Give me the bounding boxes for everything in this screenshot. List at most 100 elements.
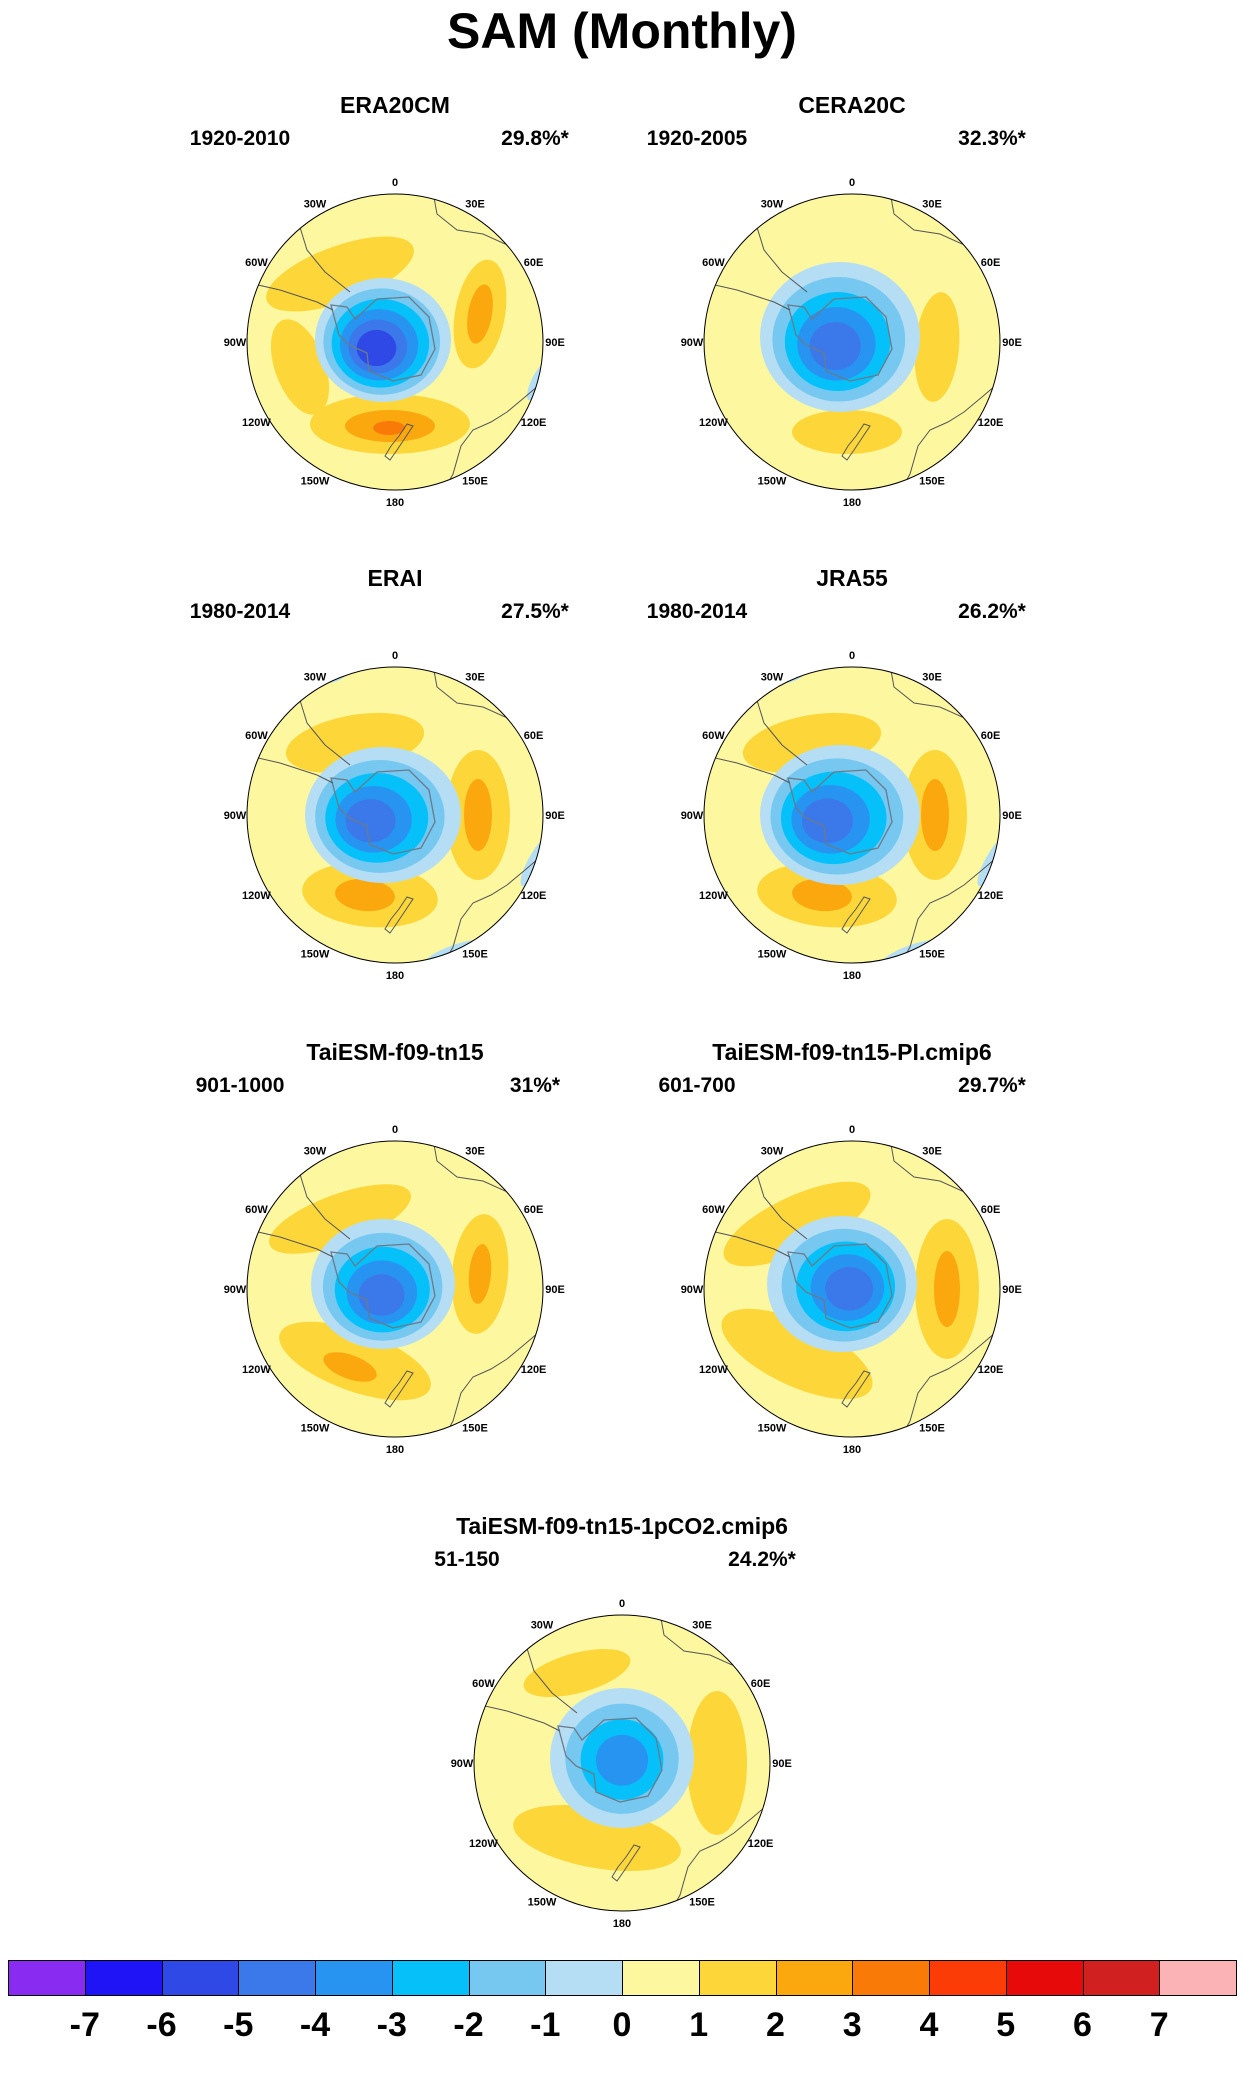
longitude-label: 60E [524,257,544,269]
positive-anomaly [266,236,414,312]
longitude-label: 150E [689,1897,715,1909]
longitude-label: 30W [761,1145,784,1157]
polar-map: 0 30E 60E 90E 120E 150E 180 150W 120W 90W 60W 30W [224,650,565,982]
longitude-label: 90E [545,337,565,349]
longitude-label: 150E [462,949,488,961]
negative-anomaly [358,1274,405,1316]
longitude-label: 150W [301,476,330,488]
longitude-label: 90W [224,337,247,349]
longitude-label: 90W [681,337,704,349]
negative-anomaly [595,1734,649,1786]
positive-anomaly [921,779,949,851]
longitude-label: 0 [392,650,398,662]
map-panel-taiesm-pi: TaiESM-f09-tn15-PI.cmip6 601-700 29.7%* … [622,1039,1082,1499]
negative-anomaly [356,329,397,367]
australia-coastline [442,379,543,490]
positive-anomaly [523,1649,631,1697]
longitude-label: 180 [386,497,404,509]
panel-title: CERA20C [798,92,906,118]
map-frame [703,193,1001,491]
longitude-label: 60W [702,1204,725,1216]
map-panel-cera20c: CERA20C 1920-2005 32.3%* 0 30E 60E 90E 120E 1… [622,92,1082,552]
colorbar-label: -3 [376,2006,407,2044]
polar-map: 0 30E 60E 90E 120E 150E 180 150W 120W 90W 60W 30W [681,177,1022,509]
panel-title: ERAI [367,565,423,591]
positive-anomaly [723,1181,871,1267]
colorbar-swatch [315,1960,393,1996]
longitude-label: 90W [681,810,704,822]
polar-map: 0 30E 60E 90E 120E 150E 180 150W 120W 90W 60W 30W [681,650,1022,982]
map-frame [473,1614,771,1912]
panel-period: 1980-2014 [646,600,748,623]
longitude-label: 180 [386,970,404,982]
longitude-label: 90W [681,1284,704,1296]
longitude-label: 180 [613,1918,631,1930]
colorbar-swatch [238,1960,316,1996]
longitude-label: 60W [702,730,725,742]
colorbar-swatch [84,1960,163,1996]
map-frame [703,1140,1001,1438]
longitude-label: 120W [699,890,728,902]
longitude-label: 30W [304,198,327,210]
longitude-label: 60W [245,1204,268,1216]
new-zealand-coastline [841,1370,871,1408]
longitude-label: 150E [919,1423,945,1435]
longitude-label: 30E [692,1619,712,1631]
colorbar-label: 4 [919,2006,939,2044]
colorbar-swatch [852,1960,930,1996]
negative-anomaly [801,798,854,844]
longitude-label: 60W [245,730,268,742]
longitude-label: 60W [472,1678,495,1690]
map-panel-jra55: JRA55 1980-2014 26.2%* 0 30E 60E 90E 120E 150… [622,565,1082,1025]
panel-title: TaiESM-f09-tn15-1pCO2.cmip6 [456,1513,788,1539]
colorbar-swatch [929,1960,1007,1996]
positive-anomaly [467,284,493,344]
colorbar-swatch [775,1960,854,1996]
positive-anomaly [934,1251,960,1327]
map-panel-era20cm: ERA20CM 1920-2010 29.8%* 0 30E 60E 90E 120E 1… [165,92,625,552]
colorbar-swatch [545,1960,623,1996]
colorbar-swatch [1159,1960,1237,1996]
longitude-label: 60E [981,1204,1001,1216]
longitude-label: 120W [242,890,271,902]
longitude-label: 120E [521,890,547,902]
positive-anomaly [721,1308,873,1400]
colorbar [8,1960,1237,1998]
panel-variance: 27.5%* [501,600,569,623]
colorbar-label: 7 [1149,2006,1169,2044]
colorbar-swatch [8,1960,86,1996]
longitude-label: 150W [301,1423,330,1435]
panel-variance: 32.3%* [958,127,1026,150]
panel-period: 1920-2005 [646,127,748,150]
new-zealand-coastline [384,896,414,934]
colorbar-label: 6 [1073,2006,1092,2044]
longitude-label: 30E [465,198,485,210]
longitude-label: 90E [1002,810,1022,822]
longitude-label: 30E [465,671,485,683]
longitude-label: 60E [981,257,1001,269]
positive-anomaly [468,1244,492,1304]
colorbar-swatch [1082,1960,1161,1996]
colorbar-swatch [468,1960,547,1996]
longitude-label: 90W [224,810,247,822]
longitude-label: 150W [528,1897,557,1909]
negative-anomaly [345,799,396,843]
new-zealand-coastline [384,1370,414,1408]
colorbar-label: 1 [689,2006,709,2044]
map-frame [246,666,544,964]
panel-period: 1980-2014 [189,600,291,623]
panel-variance: 31%* [509,1074,561,1097]
longitude-label: 120E [521,1364,547,1376]
panel-period: 601-700 [658,1074,736,1097]
longitude-label: 180 [843,1444,861,1456]
longitude-label: 30W [761,198,784,210]
positive-anomaly [792,410,902,454]
longitude-label: 0 [392,177,398,189]
panel-variance: 29.8%* [501,127,569,150]
colorbar-label: -6 [146,2006,177,2044]
longitude-label: 60E [981,730,1001,742]
longitude-label: 120E [978,417,1004,429]
longitude-label: 120W [242,1364,271,1376]
positive-anomaly [792,878,852,912]
map-frame [246,193,544,491]
